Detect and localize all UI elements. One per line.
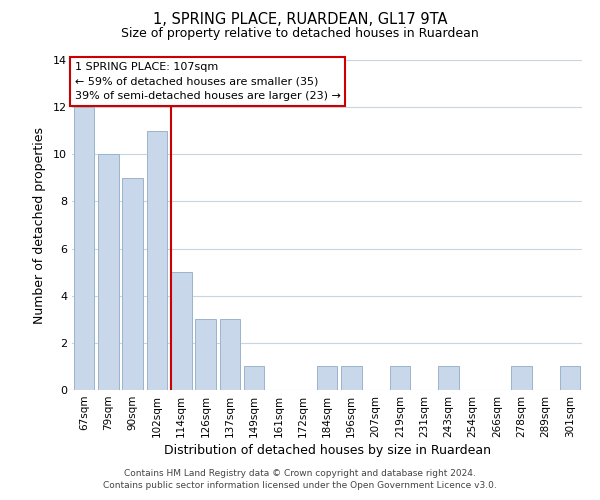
Bar [171, 272, 191, 390]
Text: Size of property relative to detached houses in Ruardean: Size of property relative to detached ho… [121, 28, 479, 40]
Bar [122, 178, 143, 390]
Bar [98, 154, 119, 390]
Bar [244, 366, 265, 390]
Bar [74, 107, 94, 390]
Text: Contains HM Land Registry data © Crown copyright and database right 2024.: Contains HM Land Registry data © Crown c… [124, 468, 476, 477]
X-axis label: Distribution of detached houses by size in Ruardean: Distribution of detached houses by size … [163, 444, 491, 457]
Y-axis label: Number of detached properties: Number of detached properties [33, 126, 46, 324]
Bar [438, 366, 459, 390]
Text: 1, SPRING PLACE, RUARDEAN, GL17 9TA: 1, SPRING PLACE, RUARDEAN, GL17 9TA [153, 12, 447, 28]
Bar [341, 366, 362, 390]
Bar [317, 366, 337, 390]
Bar [389, 366, 410, 390]
Bar [560, 366, 580, 390]
Bar [146, 130, 167, 390]
Text: Contains public sector information licensed under the Open Government Licence v3: Contains public sector information licen… [103, 481, 497, 490]
Bar [220, 320, 240, 390]
Bar [195, 320, 216, 390]
Text: 1 SPRING PLACE: 107sqm
← 59% of detached houses are smaller (35)
39% of semi-det: 1 SPRING PLACE: 107sqm ← 59% of detached… [74, 62, 340, 101]
Bar [511, 366, 532, 390]
